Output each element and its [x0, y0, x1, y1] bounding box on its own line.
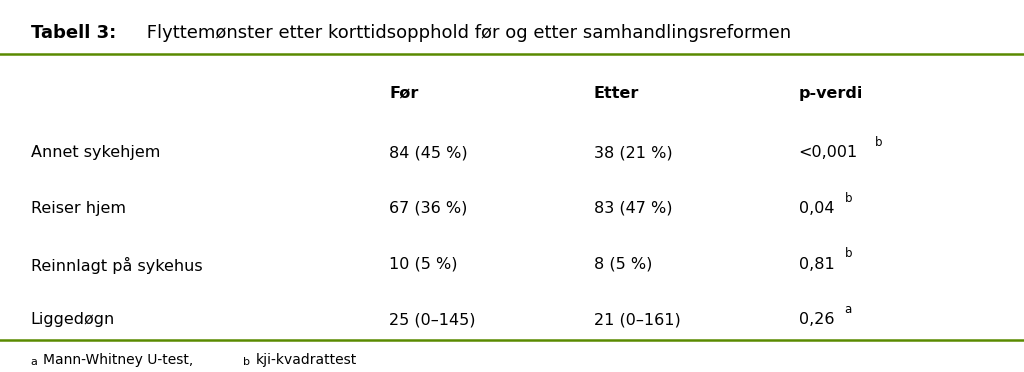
Text: Reiser hjem: Reiser hjem	[31, 201, 126, 216]
Text: 83 (47 %): 83 (47 %)	[594, 201, 673, 216]
Text: Tabell 3:: Tabell 3:	[31, 24, 116, 42]
Text: 21 (0–161): 21 (0–161)	[594, 312, 681, 327]
Text: 38 (21 %): 38 (21 %)	[594, 145, 673, 160]
Text: 0,04: 0,04	[799, 201, 835, 216]
Text: b: b	[876, 136, 883, 149]
Text: Etter: Etter	[594, 86, 639, 100]
Text: Før: Før	[389, 86, 419, 100]
Text: 10 (5 %): 10 (5 %)	[389, 257, 458, 272]
Text: Flyttemønster etter korttidsopphold før og etter samhandlingsreformen: Flyttemønster etter korttidsopphold før …	[140, 24, 791, 42]
Text: a: a	[31, 357, 38, 367]
Text: 0,81: 0,81	[799, 257, 835, 272]
Text: Annet sykehjem: Annet sykehjem	[31, 145, 160, 160]
Text: b: b	[243, 357, 250, 367]
Text: <0,001: <0,001	[799, 145, 858, 160]
Text: Reinnlagt på sykehus: Reinnlagt på sykehus	[31, 257, 203, 274]
Text: 84 (45 %): 84 (45 %)	[389, 145, 468, 160]
Text: kji-kvadrattest: kji-kvadrattest	[256, 353, 357, 368]
Text: 8 (5 %): 8 (5 %)	[594, 257, 652, 272]
Text: 0,26: 0,26	[799, 312, 835, 327]
Text: 25 (0–145): 25 (0–145)	[389, 312, 475, 327]
Text: b: b	[845, 247, 852, 260]
Text: a: a	[845, 303, 852, 316]
Text: p-verdi: p-verdi	[799, 86, 863, 100]
Text: Liggedøgn: Liggedøgn	[31, 312, 115, 327]
Text: b: b	[845, 192, 852, 205]
Text: 67 (36 %): 67 (36 %)	[389, 201, 468, 216]
Text: Mann-Whitney U-test,: Mann-Whitney U-test,	[43, 353, 198, 368]
